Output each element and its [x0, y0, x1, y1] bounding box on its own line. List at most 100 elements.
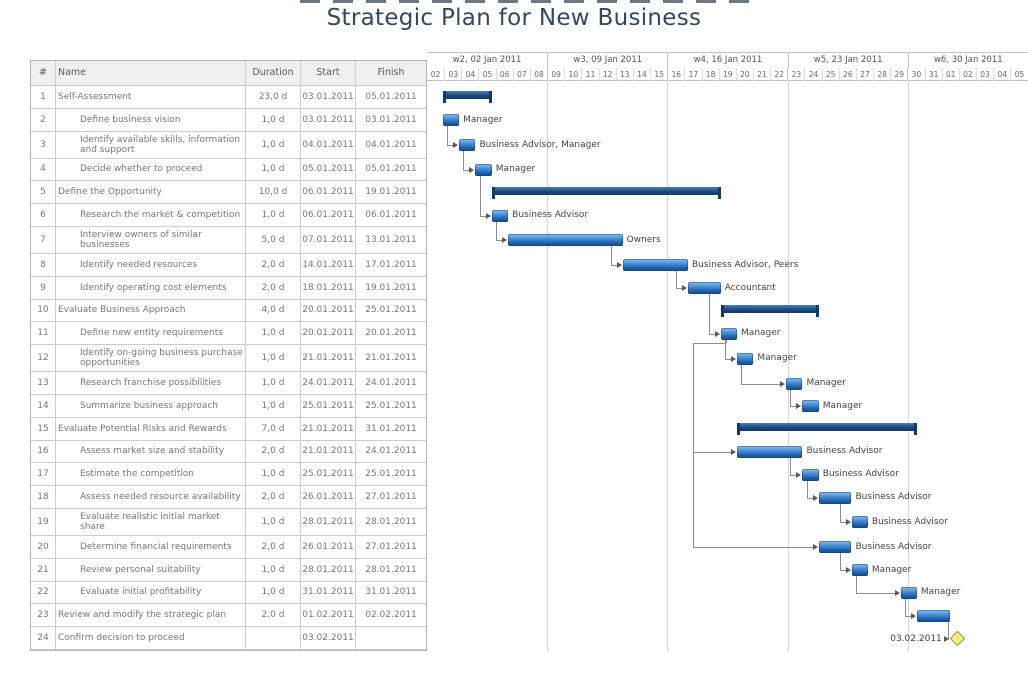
- task-start: 04.01.2011: [301, 131, 356, 158]
- table-row-task-10[interactable]: 10 Evaluate Business Approach 4,0 d 20.01.2…: [31, 299, 426, 323]
- dependency-line: [855, 592, 895, 594]
- task-bar-task-11[interactable]: [720, 327, 738, 340]
- task-duration: 2,0 d: [246, 440, 301, 463]
- task-bar-task-2[interactable]: [442, 114, 460, 127]
- day-header: 25: [821, 68, 839, 81]
- table-row-task-22[interactable]: 22 Evaluate initial profitability 1,0 d 31.…: [31, 581, 426, 605]
- day-header: 28: [873, 68, 890, 81]
- summary-bar-task-10[interactable]: [720, 304, 819, 317]
- week-gridline: [667, 80, 669, 651]
- dependency-line: [610, 265, 617, 267]
- table-row-task-7[interactable]: 7 Interview owners of similar businesses 5…: [31, 226, 426, 254]
- task-name: Confirm decision to proceed: [56, 627, 246, 649]
- summary-bar-task-5[interactable]: [491, 186, 721, 199]
- table-row-task-11[interactable]: 11 Define new entity requirements 1,0 d 20.…: [31, 322, 426, 346]
- task-name: Self-Assessment: [56, 86, 246, 108]
- dependency-line: [839, 522, 846, 524]
- task-name: Research franchise possibilities: [56, 372, 246, 394]
- task-number: 1: [31, 86, 56, 108]
- bar-assignee-label: Business Advisor: [855, 541, 932, 552]
- dependency-arrow-icon: [796, 403, 802, 410]
- day-header: 03: [444, 68, 461, 81]
- table-row-task-9[interactable]: 9 Identify operating cost elements 2,0 d 18…: [31, 276, 426, 300]
- dependency-line: [676, 271, 677, 289]
- task-bar-task-13[interactable]: [786, 377, 803, 390]
- task-bar-task-19[interactable]: [851, 516, 868, 529]
- task-bar-task-17[interactable]: [802, 468, 819, 481]
- task-finish: 25.01.2011: [365, 305, 417, 316]
- table-row-task-17[interactable]: 17 Estimate the competition 1,0 d 25.01.201…: [31, 463, 426, 487]
- day-header: 12: [598, 68, 616, 81]
- task-number: 24: [31, 627, 56, 649]
- task-number: 5: [31, 181, 56, 204]
- table-row-task-24[interactable]: 24 Confirm decision to proceed 03.02.2011: [31, 627, 426, 650]
- table-row-task-12[interactable]: 12 Identify on-going business purchase op…: [31, 345, 426, 373]
- table-row-task-19[interactable]: 19 Evaluate realistic initial market shar…: [31, 508, 426, 536]
- task-bar-task-3[interactable]: [459, 139, 476, 152]
- task-bar-task-7[interactable]: [508, 234, 623, 247]
- task-start: 18.01.2011: [301, 276, 356, 299]
- task-number: 17: [31, 463, 56, 486]
- task-finish: 04.01.2011: [365, 139, 417, 150]
- task-bar-task-20[interactable]: [818, 541, 852, 554]
- table-row-task-3[interactable]: 3 Identify available skills, information …: [31, 131, 426, 159]
- table-row-task-1[interactable]: 1 Self-Assessment 23,0 d 03.01.2011 05.01.20…: [31, 86, 426, 109]
- dependency-line: [741, 364, 743, 384]
- task-start: 05.01.2011: [301, 158, 356, 181]
- dependency-line: [610, 246, 612, 266]
- task-name: Interview owners of similar businesses: [56, 226, 246, 253]
- dependency-arrow-icon: [469, 166, 475, 173]
- day-header: 20: [735, 68, 753, 81]
- task-bar-task-16[interactable]: [737, 445, 803, 458]
- task-start: 25.01.2011: [301, 394, 356, 417]
- table-row-task-23[interactable]: 23 Review and modify the strategic plan 2,…: [31, 604, 426, 628]
- table-row-task-21[interactable]: 21 Review personal suitability 1,0 d 28.01.…: [31, 558, 426, 582]
- dependency-arrow-icon: [453, 142, 459, 149]
- milestone-diamond[interactable]: [949, 630, 966, 646]
- task-number: 6: [31, 204, 56, 226]
- task-bar-task-12[interactable]: [737, 352, 754, 365]
- task-bar-task-9[interactable]: [688, 282, 721, 295]
- task-bar-task-14[interactable]: [802, 400, 819, 413]
- task-duration: 5,0 d: [246, 226, 301, 253]
- task-bar-task-8[interactable]: [622, 259, 688, 272]
- task-bar-task-23[interactable]: [916, 609, 950, 622]
- summary-bar-task-1[interactable]: [442, 91, 492, 104]
- bar-assignee-label: Manager: [495, 164, 536, 175]
- table-row-task-18[interactable]: 18 Assess needed resource availability 2,0…: [31, 486, 426, 509]
- task-bar-task-18[interactable]: [818, 491, 852, 504]
- table-row-task-4[interactable]: 4 Decide whether to proceed 1,0 d 05.01.201…: [31, 158, 426, 182]
- task-number: 4: [31, 158, 56, 181]
- dependency-arrow-icon: [682, 285, 687, 292]
- task-bar-task-21[interactable]: [851, 564, 868, 577]
- table-row-task-8[interactable]: 8 Identify needed resources 2,0 d 14.01.201…: [31, 253, 426, 277]
- table-row-task-2[interactable]: 2 Define business vision 1,0 d 03.01.2011 03…: [31, 108, 426, 132]
- summary-bar-task-15[interactable]: [737, 423, 917, 436]
- dependency-line: [463, 151, 465, 170]
- dependency-arrow-icon: [731, 448, 737, 455]
- dependency-line: [947, 621, 949, 639]
- task-bar-task-6[interactable]: [491, 209, 509, 222]
- dependency-arrow-icon: [616, 262, 622, 269]
- task-bar-task-4[interactable]: [475, 163, 492, 176]
- task-duration: 1,0 d: [246, 372, 301, 394]
- task-finish: 06.01.2011: [365, 210, 417, 221]
- table-row-task-15[interactable]: 15 Evaluate Potential Risks and Rewards 7,…: [31, 417, 426, 441]
- task-name: Summarize business approach: [56, 394, 246, 417]
- column-header-start: Start: [301, 61, 356, 85]
- task-bar-task-22[interactable]: [900, 586, 917, 599]
- day-header: 14: [632, 68, 650, 81]
- dependency-arrow-icon: [845, 567, 851, 574]
- table-row-task-5[interactable]: 5 Define the Opportunity 10,0 d 06.01.2011 1…: [31, 181, 426, 205]
- task-finish: 28.01.2011: [365, 564, 417, 575]
- dependency-line: [839, 553, 841, 571]
- task-start: 21.01.2011: [301, 417, 356, 440]
- day-header: 24: [804, 68, 821, 81]
- table-row-task-14[interactable]: 14 Summarize business approach 1,0 d 25.01.…: [31, 394, 426, 418]
- task-duration: 1,0 d: [246, 158, 301, 181]
- task-duration: 2,0 d: [246, 604, 301, 627]
